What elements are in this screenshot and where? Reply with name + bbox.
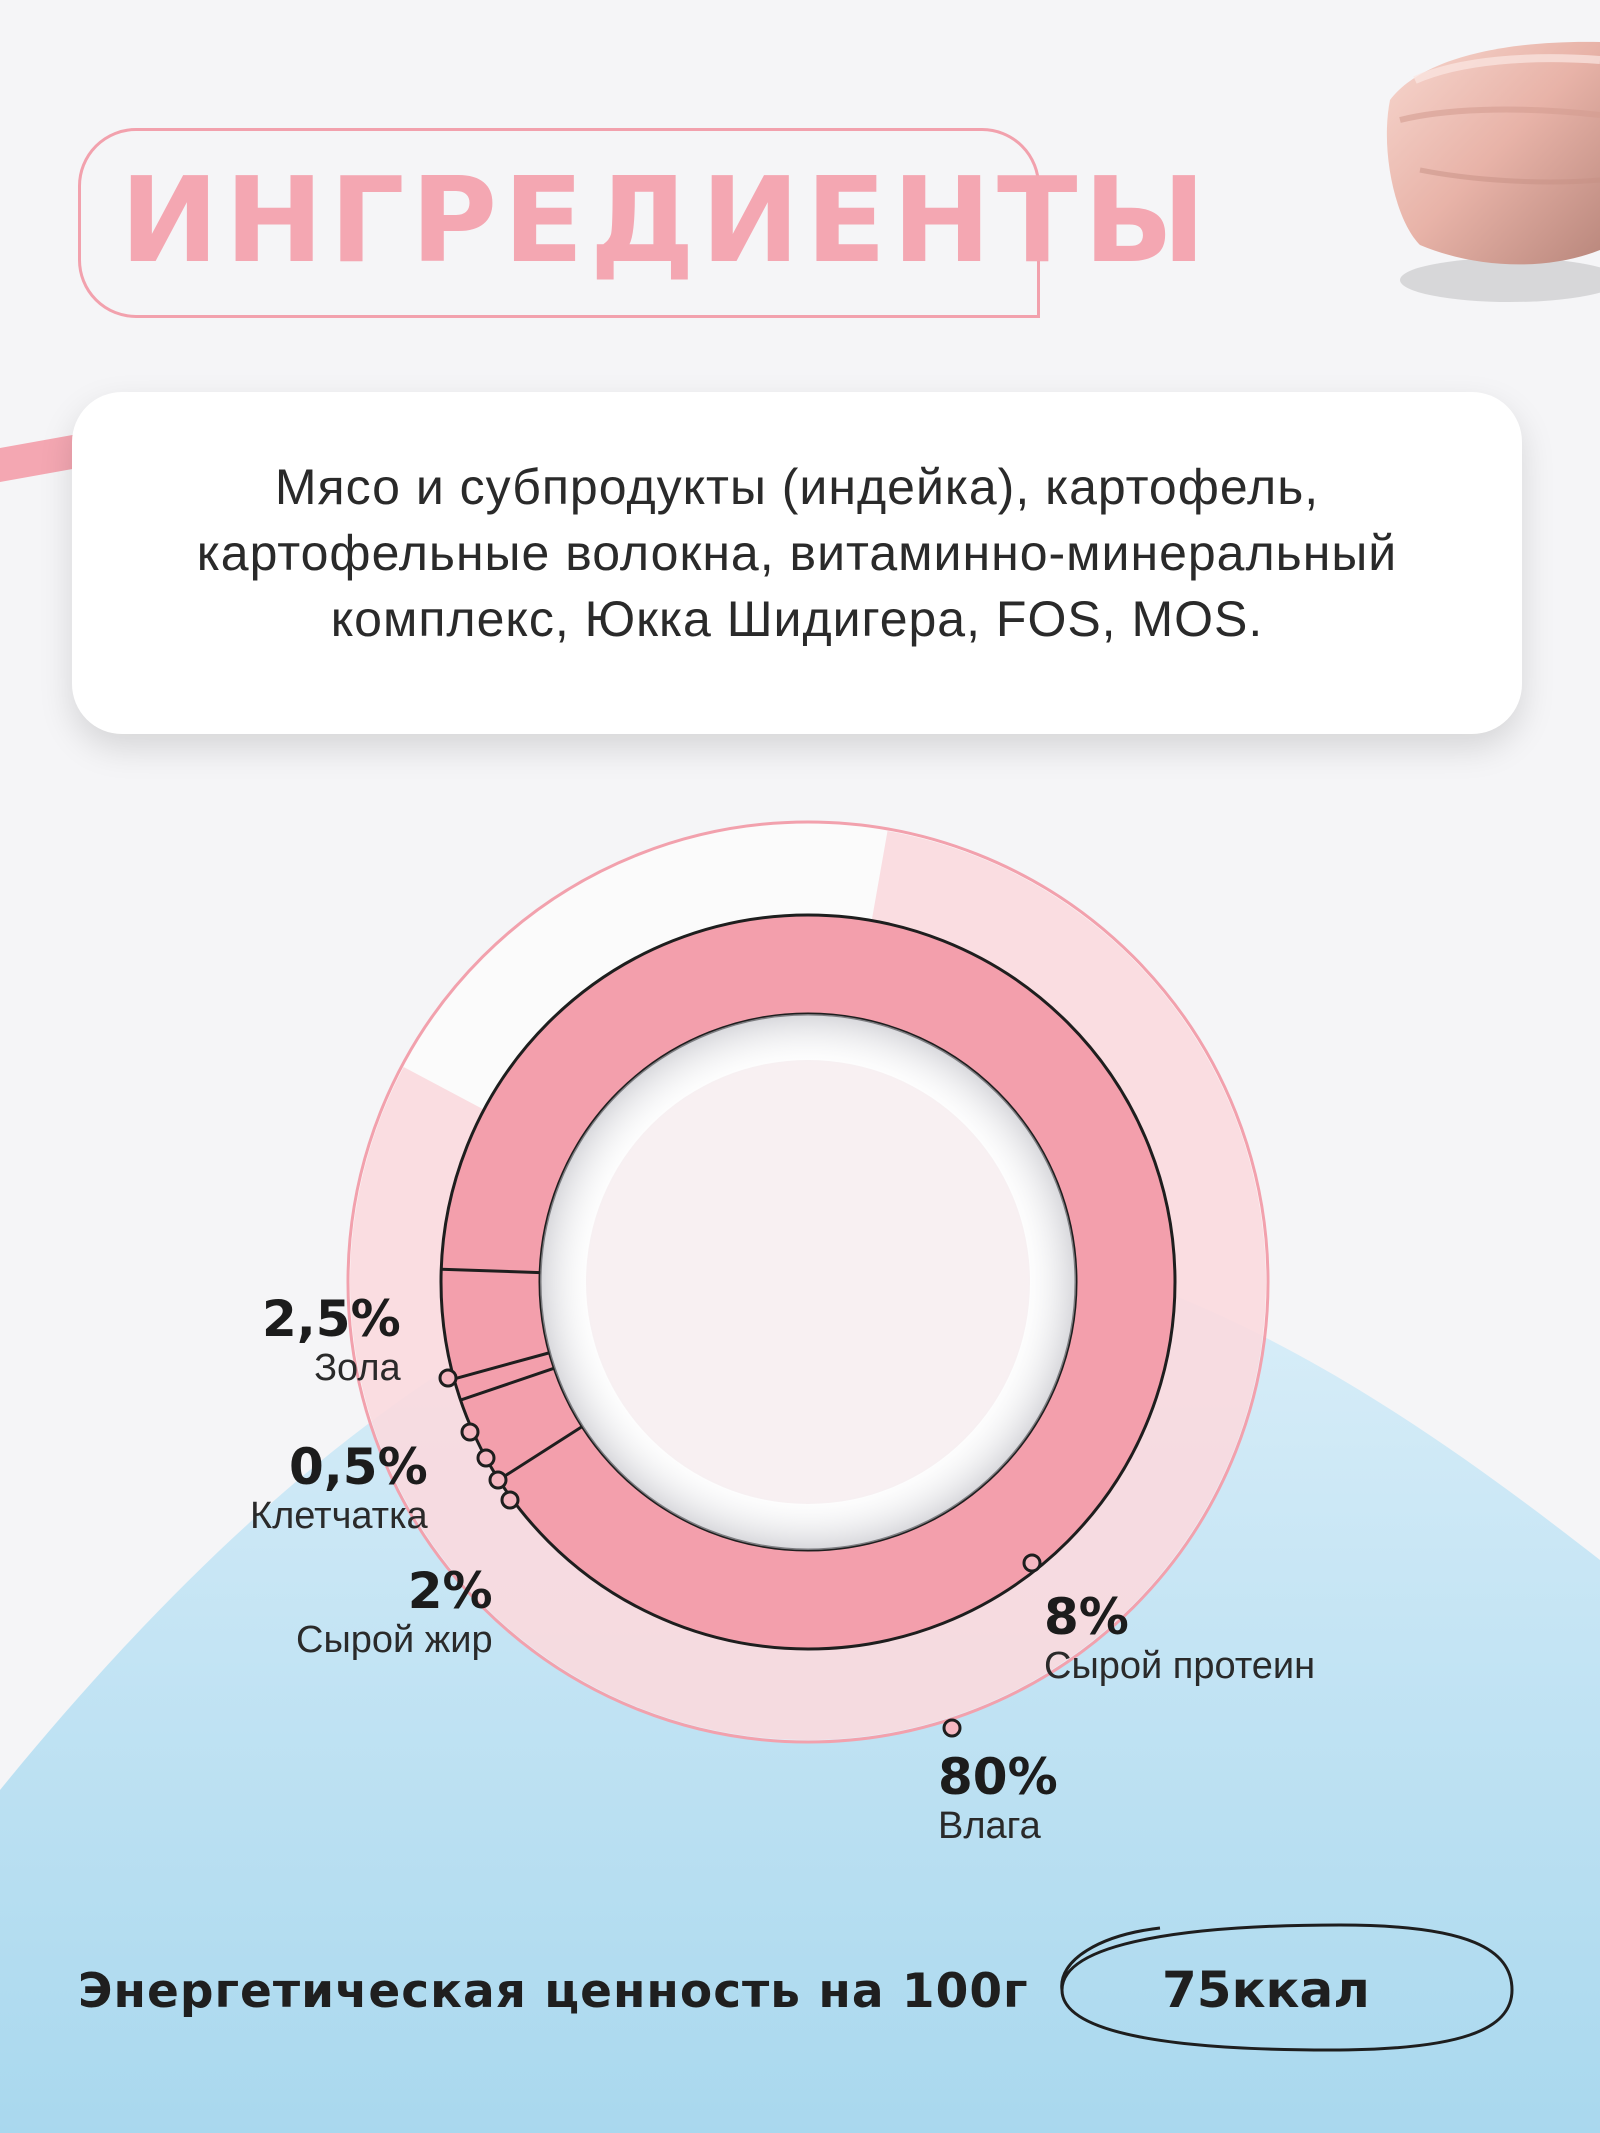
pink-stripe [0,434,78,482]
fiber-value: 0,5% [289,1438,428,1496]
label-fiber: 0,5% Клетчатка [250,1440,428,1538]
label-ash: 2,5% Зола [262,1292,401,1390]
ingredients-line-3: комплекс, Юкка Шидигера, FOS, MOS. [330,591,1264,647]
fat-value: 2% [407,1562,493,1620]
ingredients-line-2: картофельные волокна, витаминно-минераль… [196,525,1398,581]
leader-dots [438,1368,1042,1738]
protein-name: Сырой протеин [1044,1645,1316,1687]
ingredients-line-1: Мясо и субпродукты (индейка), картофель, [274,459,1320,515]
fiber-dot-2 [476,1448,496,1468]
energy-label: Энергетическая ценность на 100г [78,1964,1029,2019]
label-protein: 8% Сырой протеин [1044,1590,1315,1688]
ring-divider-0 [441,1267,541,1275]
ring-divider-3 [498,1425,584,1482]
fat-dot-2 [500,1490,520,1510]
ring-divider-2 [460,1366,555,1402]
ring-divider-1 [453,1351,550,1381]
inner-disc-shadow [540,1014,1076,1550]
ash-dot [438,1368,458,1388]
page-title: ИНГРЕДИЕНТЫ [120,151,1212,289]
ash-value: 2,5% [262,1290,401,1348]
energy-value: 75ккал [1162,1961,1370,2019]
moisture-value: 80% [938,1748,1058,1806]
fiber-name: Клетчатка [250,1495,428,1537]
ingredients-card: Мясо и субпродукты (индейка), картофель,… [72,392,1522,734]
fat-dot-1 [488,1470,508,1490]
protein-value: 8% [1044,1588,1129,1646]
moisture-name: Влага [938,1805,1041,1847]
title-frame [78,128,1040,318]
fiber-dot-1 [460,1422,480,1442]
label-moisture: 80% Влага [938,1750,1058,1848]
moisture-dot [942,1718,962,1738]
meat-image [1386,41,1600,302]
label-fat: 2% Сырой жир [296,1564,493,1662]
protein-dot [1022,1553,1042,1573]
ring-dividers [441,1267,584,1482]
fat-name: Сырой жир [296,1619,493,1661]
ash-name: Зола [314,1347,401,1389]
